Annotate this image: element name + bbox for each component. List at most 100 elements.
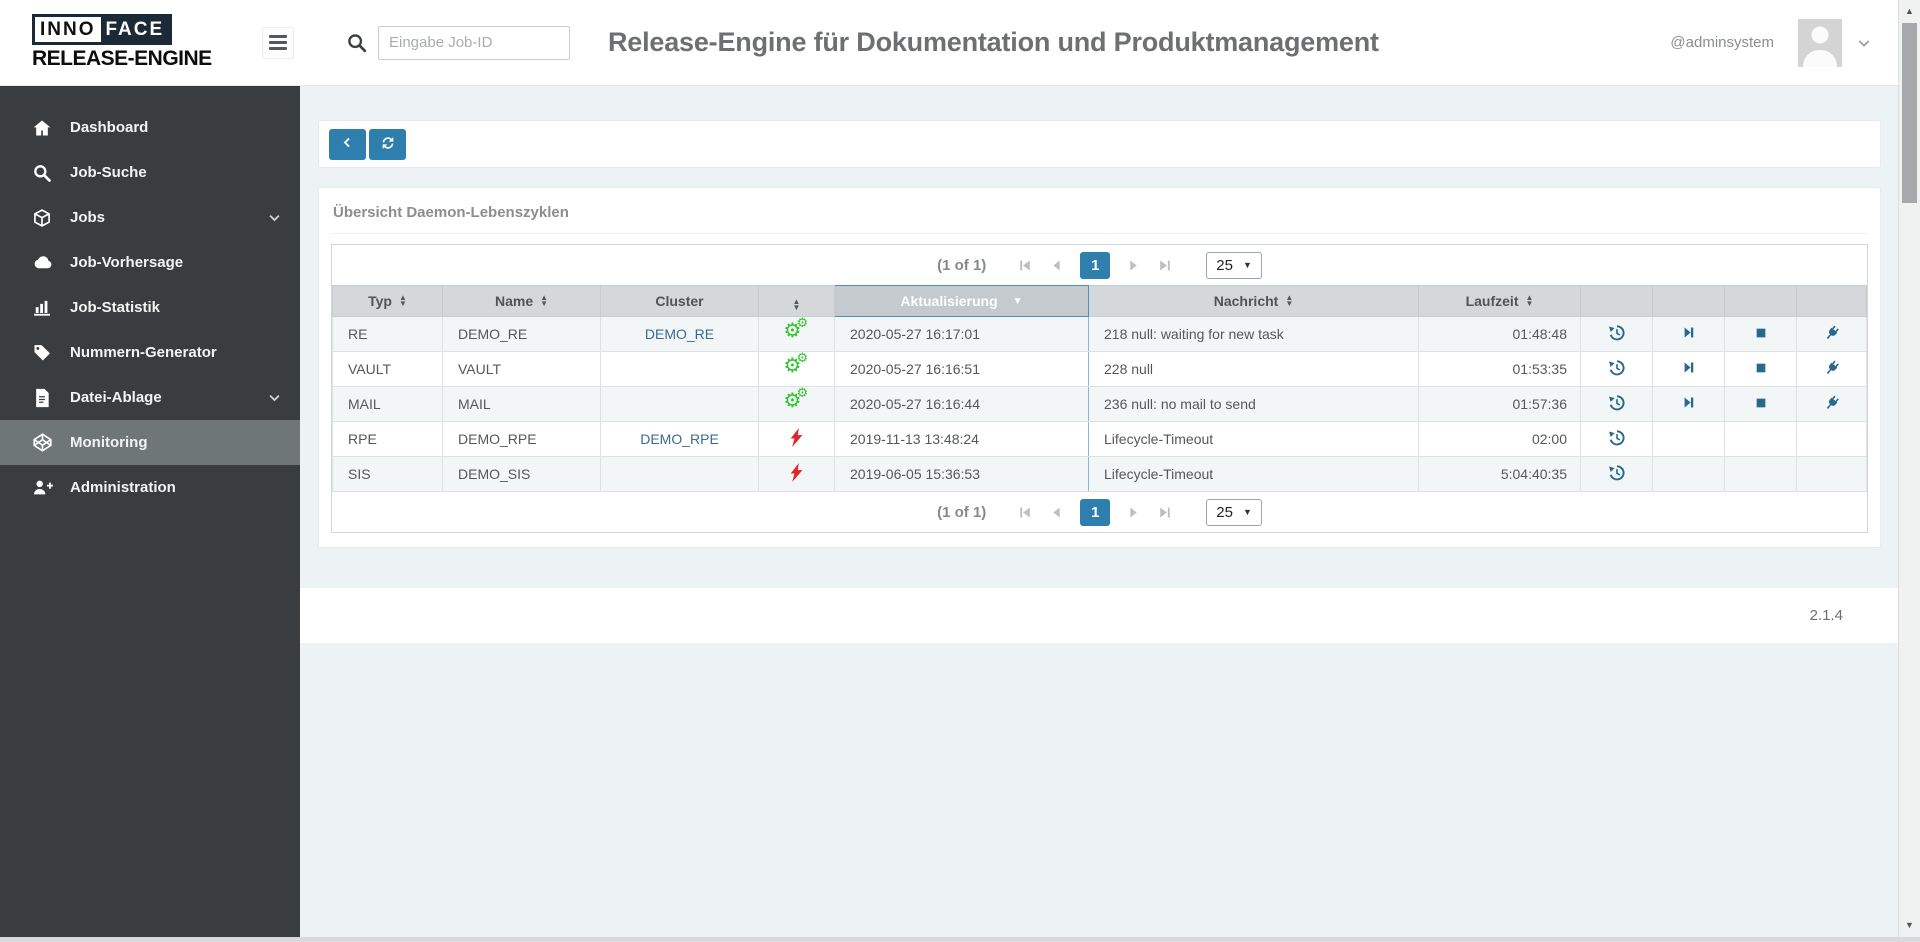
- plug-icon[interactable]: [1823, 324, 1841, 342]
- header-action-2: [1652, 285, 1725, 317]
- scrollbar-thumb[interactable]: [1902, 23, 1917, 203]
- header-typ[interactable]: Typ ▲ ▼: [332, 285, 443, 317]
- logo-face: FACE: [100, 17, 170, 42]
- cell-nachricht: 236 null: no mail to send: [1088, 386, 1419, 422]
- history-icon[interactable]: [1607, 323, 1626, 342]
- chevron-left-icon: [340, 135, 355, 153]
- header-cluster[interactable]: Cluster: [600, 285, 759, 317]
- stop-icon[interactable]: [1753, 395, 1769, 411]
- step-forward-icon[interactable]: [1680, 394, 1697, 411]
- cell-nachricht: 228 null: [1088, 351, 1419, 387]
- page-size-select[interactable]: 25 ▼: [1206, 251, 1262, 279]
- daemon-table-container: (1 of 1) 1 25 ▼: [331, 244, 1868, 533]
- sidebar-item-job-vorhersage[interactable]: Job-Vorhersage: [0, 240, 300, 285]
- history-icon[interactable]: [1607, 463, 1626, 482]
- vertical-scrollbar[interactable]: ▲ ▼: [1898, 0, 1920, 942]
- header-action-1: [1580, 285, 1653, 317]
- table-header-row: Typ ▲ ▼ Name ▲ ▼ Cluster ▲ ▼ Aktualisierung ▼ …: [332, 285, 1867, 317]
- header-action-4: [1796, 285, 1867, 317]
- cluster-link[interactable]: DEMO_RPE: [640, 431, 719, 447]
- first-page-icon[interactable]: [1016, 504, 1033, 521]
- plug-icon[interactable]: [1823, 394, 1841, 412]
- prev-page-icon[interactable]: [1048, 257, 1065, 274]
- sidebar-toggle-button[interactable]: [262, 26, 294, 59]
- sidebar-item-jobs[interactable]: Jobs: [0, 195, 300, 240]
- scroll-down-icon[interactable]: ▼: [1905, 920, 1914, 930]
- pagination-top: (1 of 1) 1 25 ▼: [332, 245, 1867, 285]
- table-row: VAULT VAULT ⚙ ⚙ 2020-05-27 16:16:51 228 n…: [332, 350, 1867, 387]
- last-page-icon[interactable]: [1157, 257, 1174, 274]
- cell-aktualisierung: 2020-05-27 16:16:44: [834, 386, 1089, 422]
- username-label: @adminsystem: [1670, 34, 1774, 51]
- current-page-button[interactable]: 1: [1080, 251, 1111, 279]
- cell-typ: VAULT: [332, 351, 443, 387]
- page-title: Release-Engine für Dokumentation und Pro…: [608, 27, 1379, 57]
- header-status[interactable]: ▲ ▼: [758, 285, 835, 317]
- cell-aktualisierung: 2019-06-05 15:36:53: [834, 456, 1089, 492]
- chevron-down-icon[interactable]: [267, 390, 282, 405]
- sidebar-item-administration[interactable]: Administration: [0, 465, 300, 510]
- sidebar-item-nummern-generator[interactable]: Nummern-Generator: [0, 330, 300, 375]
- cell-aktualisierung: 2020-05-27 16:16:51: [834, 351, 1089, 387]
- hamburger-icon: [269, 35, 287, 38]
- caret-down-icon: ▼: [1242, 260, 1252, 270]
- scroll-up-icon[interactable]: ▲: [1905, 6, 1914, 16]
- header-nachricht[interactable]: Nachricht ▲ ▼: [1088, 285, 1419, 317]
- table-row: MAIL MAIL ⚙ ⚙ 2020-05-27 16:16:44 236 nul…: [332, 385, 1867, 422]
- logo-subtitle: RELEASE-ENGINE: [32, 47, 212, 70]
- logo-inno: INNO: [35, 17, 101, 42]
- gears-running-icon: ⚙ ⚙: [783, 314, 809, 342]
- last-page-icon[interactable]: [1157, 504, 1174, 521]
- cell-name: DEMO_SIS: [442, 456, 601, 492]
- prev-page-icon[interactable]: [1048, 504, 1065, 521]
- refresh-button[interactable]: [369, 128, 406, 160]
- sidebar-item-monitoring[interactable]: Monitoring: [0, 420, 300, 465]
- current-page-button[interactable]: 1: [1080, 498, 1111, 526]
- next-page-icon[interactable]: [1125, 257, 1142, 274]
- history-icon[interactable]: [1607, 358, 1626, 377]
- history-icon[interactable]: [1607, 428, 1626, 447]
- header-name[interactable]: Name ▲ ▼: [442, 285, 601, 317]
- first-page-icon[interactable]: [1016, 257, 1033, 274]
- header-laufzeit[interactable]: Laufzeit ▲ ▼: [1418, 285, 1581, 317]
- sidebar-item-datei-ablage[interactable]: Datei-Ablage: [0, 375, 300, 420]
- stop-icon[interactable]: [1753, 325, 1769, 341]
- sidebar-item-dashboard[interactable]: Dashboard: [0, 105, 300, 150]
- back-button[interactable]: [329, 128, 366, 160]
- step-forward-icon[interactable]: [1680, 359, 1697, 376]
- sidebar-item-job-suche[interactable]: Job-Suche: [0, 150, 300, 195]
- sort-icon: ▲ ▼: [398, 293, 407, 308]
- horizontal-scrollbar[interactable]: [0, 937, 1920, 942]
- app-logo: INNO FACE RELEASE-ENGINE: [32, 14, 212, 71]
- step-forward-icon[interactable]: [1680, 324, 1697, 341]
- user-menu[interactable]: @adminsystem: [1670, 18, 1872, 67]
- bar-chart-icon: [30, 298, 54, 318]
- avatar[interactable]: [1798, 18, 1842, 67]
- chevron-down-icon[interactable]: [267, 210, 282, 225]
- table-row: SIS DEMO_SIS 2019-06-05 15:36:53 Lifecyc…: [332, 456, 1867, 492]
- tag-icon: [30, 343, 54, 363]
- page-size-select[interactable]: 25 ▼: [1206, 498, 1262, 526]
- cluster-link[interactable]: DEMO_RE: [644, 326, 715, 342]
- panel-title: Übersicht Daemon-Lebenszyklen: [331, 198, 1868, 234]
- job-id-search-input[interactable]: [378, 25, 570, 60]
- search-icon: [30, 163, 54, 183]
- home-icon: [30, 118, 54, 138]
- header-aktualisierung[interactable]: Aktualisierung ▼: [834, 285, 1089, 317]
- refresh-icon: [380, 135, 396, 154]
- sidebar-item-job-statistik[interactable]: Job-Statistik: [0, 285, 300, 330]
- cube-icon: [30, 208, 54, 228]
- plug-icon[interactable]: [1823, 359, 1841, 377]
- next-page-icon[interactable]: [1125, 504, 1142, 521]
- cell-nachricht: Lifecycle-Timeout: [1088, 456, 1419, 492]
- cell-aktualisierung: 2020-05-27 16:17:01: [834, 316, 1089, 352]
- history-icon[interactable]: [1607, 393, 1626, 412]
- cell-name: MAIL: [442, 386, 601, 422]
- job-search-group: [346, 25, 570, 60]
- pagination-info: (1 of 1): [937, 503, 987, 521]
- cell-nachricht: Lifecycle-Timeout: [1088, 421, 1419, 457]
- stop-icon[interactable]: [1753, 360, 1769, 376]
- cell-name: VAULT: [442, 351, 601, 387]
- chevron-down-icon[interactable]: [1856, 35, 1872, 51]
